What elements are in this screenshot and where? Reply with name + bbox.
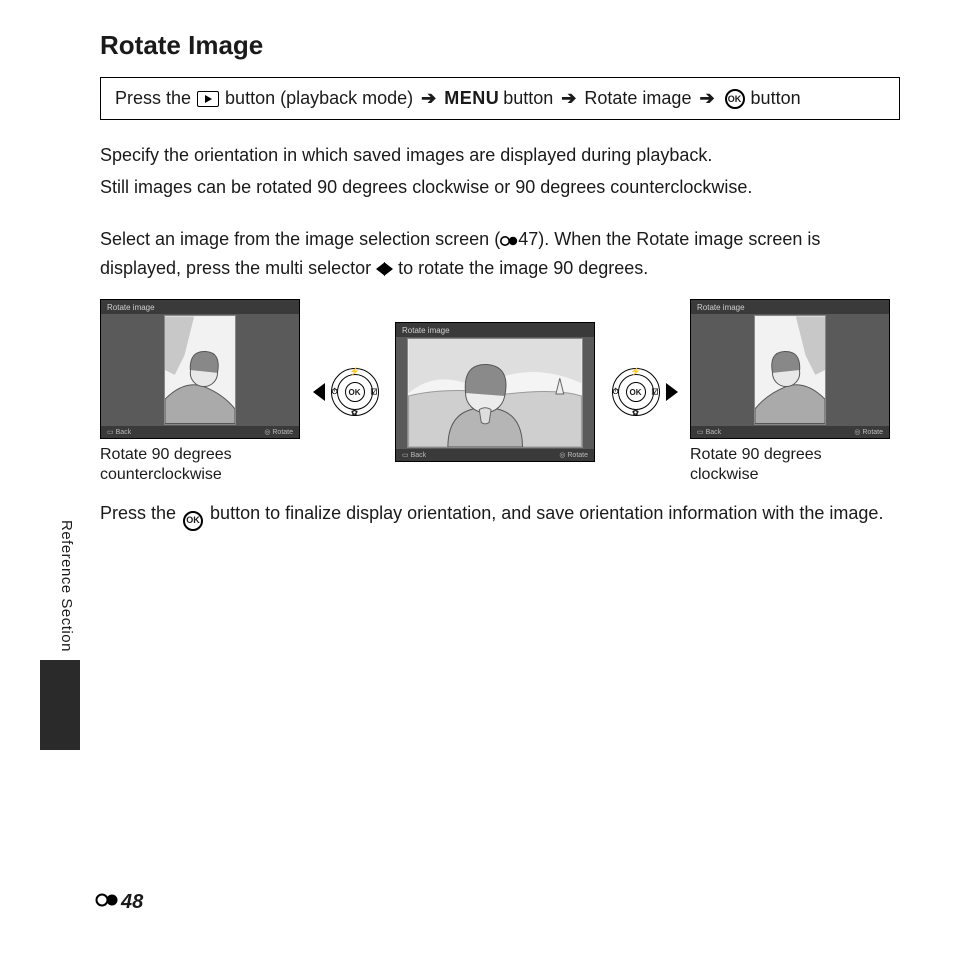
illustration [165, 316, 235, 424]
nav-text: Rotate image [584, 88, 691, 109]
screen-header: Rotate image [396, 323, 594, 337]
triangle-right-icon [666, 383, 678, 401]
intro-line-2: Still images can be rotated 90 degrees c… [100, 174, 900, 202]
page-number: 48 [95, 891, 143, 914]
arrow-icon: ➔ [557, 88, 580, 109]
finalize-instructions: Press the OK button to finalize display … [100, 500, 900, 531]
portrait-thumbnail [754, 315, 826, 425]
page-ref-icon [95, 891, 119, 914]
multi-selector-icon: OK ⚡✿ ☑⏱ [608, 364, 664, 420]
caption-line: clockwise [690, 466, 758, 483]
screen-center-wrap: Rotate image [395, 322, 595, 462]
ok-center: OK [626, 382, 646, 402]
navigation-path-box: Press the button (playback mode) ➔ MENU … [100, 77, 900, 120]
text: button to finalize display orientation, … [205, 503, 883, 523]
multi-selector-icon: OK ⚡✿ ☑⏱ [327, 364, 383, 420]
multi-selector-left: OK ⚡✿ ☑⏱ [313, 364, 383, 420]
nav-text: button [503, 88, 553, 109]
caption-line: Rotate 90 degrees [690, 446, 822, 463]
menu-label: MENU [444, 88, 499, 109]
nav-text: button (playback mode) [225, 88, 413, 109]
screen-header: Rotate image [101, 300, 299, 314]
screen-image-area [101, 314, 299, 426]
footer-rotate: ◎ Rotate [264, 428, 293, 436]
caption-cw: Rotate 90 degrees clockwise [690, 445, 890, 487]
ok-center: OK [345, 382, 365, 402]
caption-line: Rotate 90 degrees [100, 446, 232, 463]
landscape-thumbnail [407, 338, 583, 448]
page-content: Rotate Image Press the button (playback … [100, 30, 900, 531]
footer-back: ▭ Back [107, 428, 131, 436]
caption-ccw: Rotate 90 degrees counterclockwise [100, 445, 300, 487]
reference-icon [500, 227, 518, 255]
screen-footer: ▭ Back ◎ Rotate [396, 449, 594, 461]
footer-rotate: ◎ Rotate [559, 451, 588, 459]
screen-image-area [396, 337, 594, 449]
figure-row: Rotate image ▭ Back ◎ Rotate [100, 299, 890, 487]
portrait-thumbnail [164, 315, 236, 425]
left-right-selector-icon [376, 257, 393, 285]
screen-header: Rotate image [691, 300, 889, 314]
page-title: Rotate Image [100, 30, 900, 61]
screen-cw-wrap: Rotate image ▭ Back ◎ Rotate [690, 299, 890, 487]
nav-text: button [751, 88, 801, 109]
screen-ccw-wrap: Rotate image ▭ Back ◎ Rotate [100, 299, 300, 487]
ok-icon: OK [183, 511, 203, 531]
illustration [408, 339, 582, 447]
triangle-left-icon [313, 383, 325, 401]
footer-back: ▭ Back [697, 428, 721, 436]
caption-line: counterclockwise [100, 466, 222, 483]
arrow-icon: ➔ [417, 88, 440, 109]
text: Press the [100, 503, 181, 523]
select-instructions: Select an image from the image selection… [100, 226, 900, 285]
camera-screen-center: Rotate image [395, 322, 595, 462]
camera-screen-cw: Rotate image ▭ Back ◎ Rotate [690, 299, 890, 439]
screen-image-area [691, 314, 889, 426]
page-number-value: 48 [121, 891, 143, 914]
text: Select an image from the image selection… [100, 229, 500, 249]
intro-line-1: Specify the orientation in which saved i… [100, 142, 900, 170]
screen-footer: ▭ Back ◎ Rotate [101, 426, 299, 438]
footer-rotate: ◎ Rotate [854, 428, 883, 436]
camera-screen-ccw: Rotate image ▭ Back ◎ Rotate [100, 299, 300, 439]
illustration [755, 316, 825, 424]
footer-back: ▭ Back [402, 451, 426, 459]
nav-text: Press the [115, 88, 191, 109]
screen-footer: ▭ Back ◎ Rotate [691, 426, 889, 438]
text: to rotate the image 90 degrees. [393, 258, 648, 278]
ok-icon: OK [725, 89, 745, 109]
side-tab-marker [40, 660, 80, 750]
playback-icon [197, 91, 219, 107]
arrow-icon: ➔ [695, 88, 718, 109]
multi-selector-right: OK ⚡✿ ☑⏱ [608, 364, 678, 420]
side-section-label: Reference Section [58, 520, 75, 652]
text: 47 [518, 229, 538, 249]
